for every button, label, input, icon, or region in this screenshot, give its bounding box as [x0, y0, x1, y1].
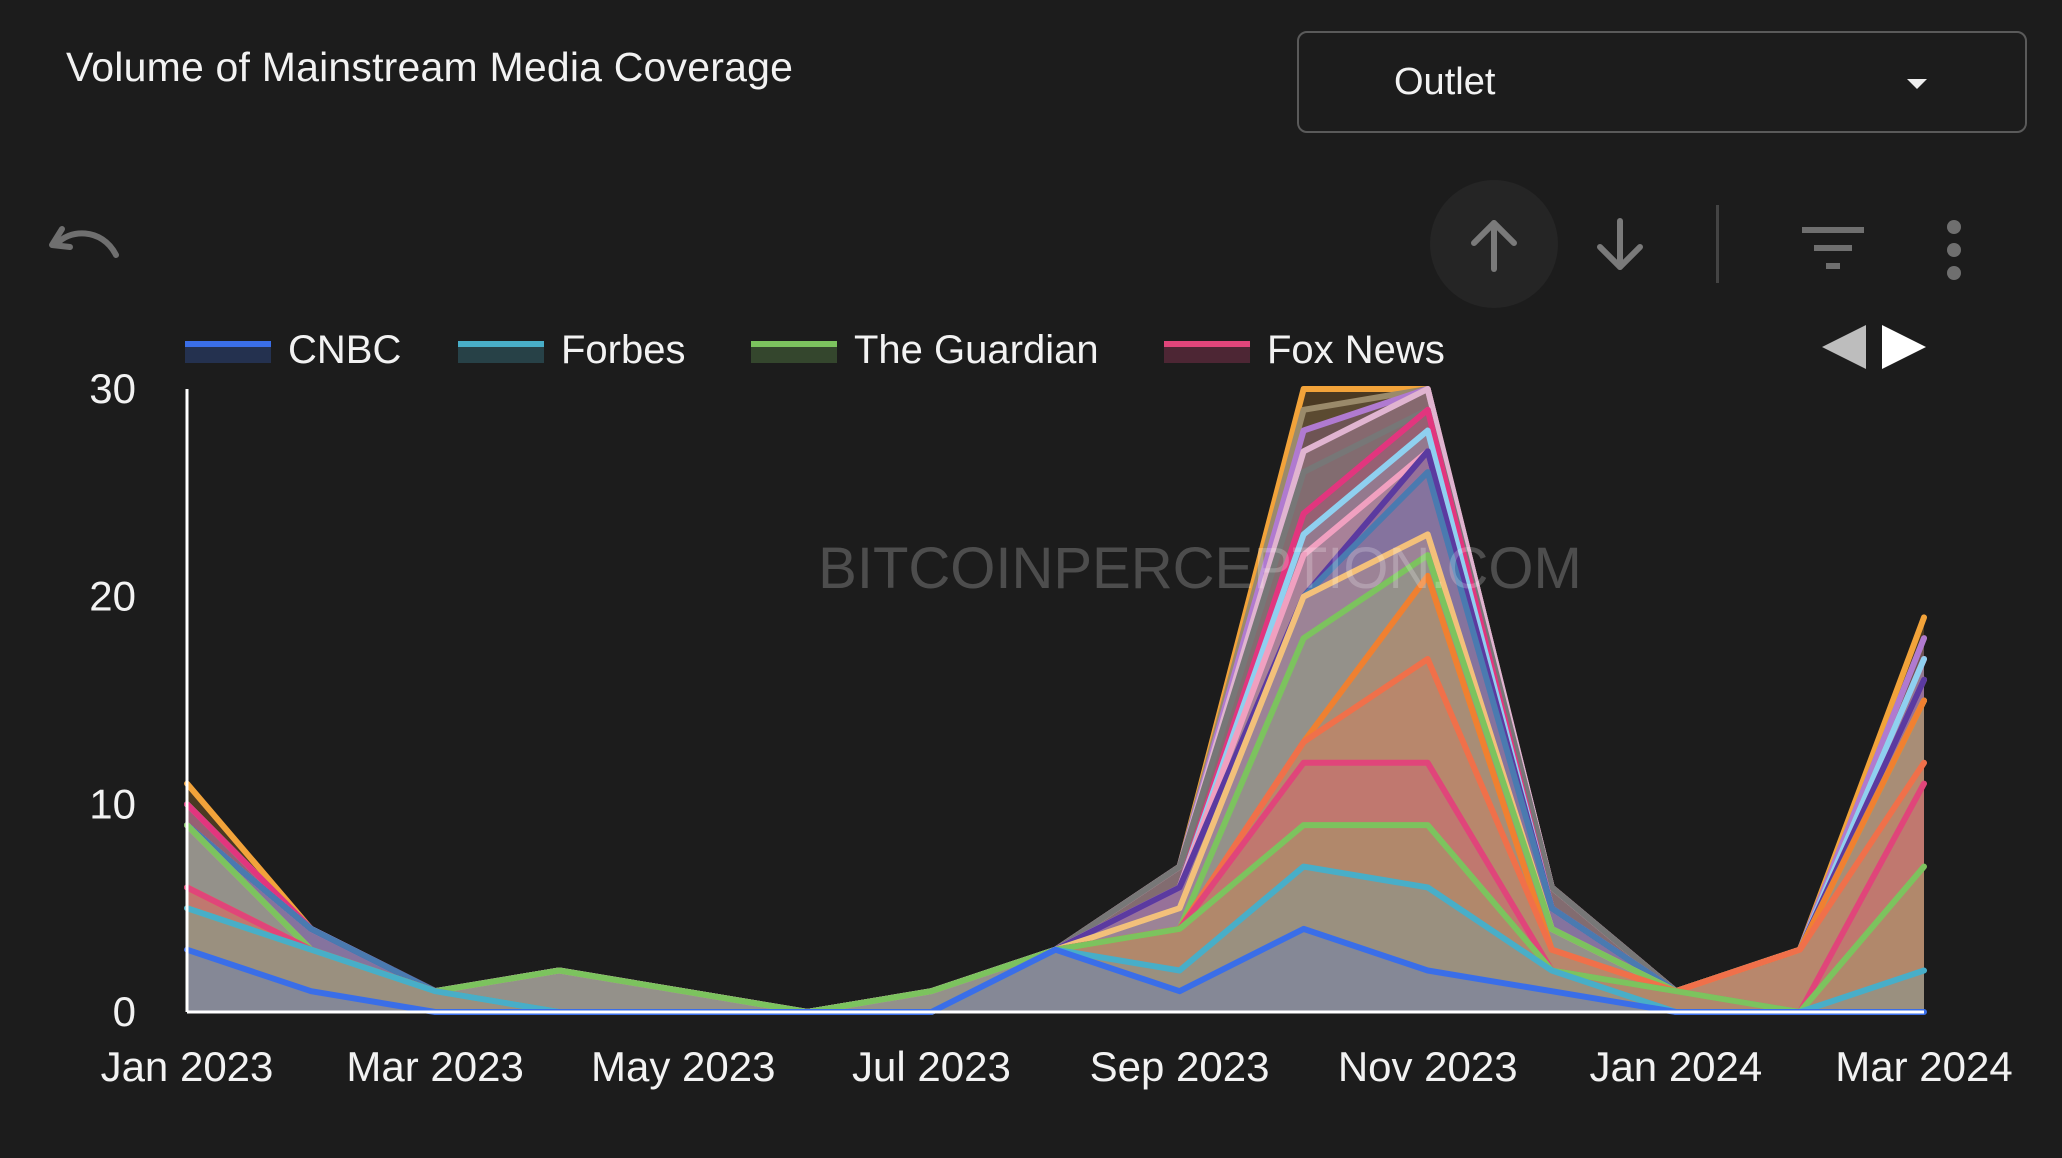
y-tick-label: 10	[89, 780, 136, 827]
line-outlet-7[interactable]	[184, 406, 1927, 1015]
x-tick-label: May 2023	[591, 1043, 775, 1090]
legend-label: CNBC	[288, 328, 402, 372]
sort-descending-button[interactable]	[1590, 215, 1650, 275]
legend-item-forbes[interactable]: Forbes	[458, 322, 698, 382]
undo-icon	[49, 226, 119, 258]
filter-button[interactable]	[1800, 222, 1866, 274]
area-outlet-6	[187, 409, 1924, 1012]
filter-icon	[1802, 227, 1864, 269]
legend-item-fox-news[interactable]: Fox News	[1164, 322, 1464, 382]
area-outlet-8	[187, 389, 1924, 1012]
arrow-down-icon	[1597, 218, 1643, 270]
legend-next-button[interactable]	[1882, 325, 1926, 369]
y-tick-label: 30	[89, 365, 136, 412]
x-tick-label: Mar 2024	[1835, 1043, 2012, 1090]
area-fox-news	[187, 762, 1924, 1012]
legend-swatch	[751, 341, 837, 363]
line-outlet-5[interactable]	[184, 427, 1927, 1015]
legend-label: The Guardian	[854, 328, 1099, 372]
undo-button[interactable]	[44, 215, 124, 275]
watermark: BITCOINPERCEPTION.COM	[818, 536, 1582, 601]
area-the-guardian-total-	[187, 555, 1924, 1012]
area-total	[187, 389, 1924, 1012]
legend-label: Fox News	[1267, 328, 1445, 372]
area-outlet-7	[187, 409, 1924, 1012]
x-tick-label: Jul 2023	[852, 1043, 1011, 1090]
legend-swatch	[1164, 341, 1250, 363]
outlet-dropdown-label: Outlet	[1394, 61, 1496, 103]
line-outlet-6[interactable]	[184, 406, 1927, 1015]
area-forbes	[187, 866, 1924, 1012]
legend-swatch	[458, 341, 544, 363]
legend-item-cnbc[interactable]: CNBC	[185, 322, 415, 382]
y-tick-label: 0	[113, 988, 136, 1035]
area-outlet-10	[187, 389, 1924, 1012]
line-outlet-9[interactable]	[184, 386, 1927, 1015]
legend-label: Forbes	[561, 328, 686, 372]
area-cnbc	[187, 928, 1924, 1012]
line-outlet-1[interactable]	[184, 531, 1927, 1015]
more-vertical-icon	[1947, 220, 1961, 280]
area-outlet-2	[187, 472, 1924, 1013]
area-outlet-b	[187, 659, 1924, 1012]
legend-prev-button[interactable]	[1822, 325, 1866, 369]
y-tick-label: 20	[89, 573, 136, 620]
more-options-button[interactable]	[1940, 218, 1968, 282]
area-outlet-5	[187, 430, 1924, 1012]
chart-title: Volume of Mainstream Media Coverage	[66, 44, 794, 90]
x-tick-label: Jan 2024	[1589, 1043, 1762, 1090]
x-tick-label: Mar 2023	[346, 1043, 523, 1090]
area-outlet-0	[187, 575, 1924, 1012]
legend-item-the-guardian[interactable]: The Guardian	[751, 322, 1099, 382]
line-outlet-10[interactable]	[184, 386, 1927, 1015]
line-outlet-8[interactable]	[184, 386, 1927, 1015]
area-outlet-1	[187, 534, 1924, 1012]
legend-swatch	[185, 341, 271, 363]
line-total[interactable]	[184, 386, 1927, 1015]
area-outlet-9	[187, 389, 1924, 1012]
x-tick-label: Sep 2023	[1090, 1043, 1270, 1090]
x-tick-label: Jan 2023	[101, 1043, 274, 1090]
area-the-guardian	[187, 825, 1924, 1012]
outlet-dropdown[interactable]: Outlet	[1297, 31, 2027, 133]
caret-down-icon	[1907, 79, 1927, 89]
toolbar-divider	[1716, 205, 1719, 283]
arrow-up-icon	[1464, 215, 1524, 275]
line-the-guardian-total-[interactable]	[184, 552, 1927, 1015]
x-tick-label: Nov 2023	[1338, 1043, 1518, 1090]
